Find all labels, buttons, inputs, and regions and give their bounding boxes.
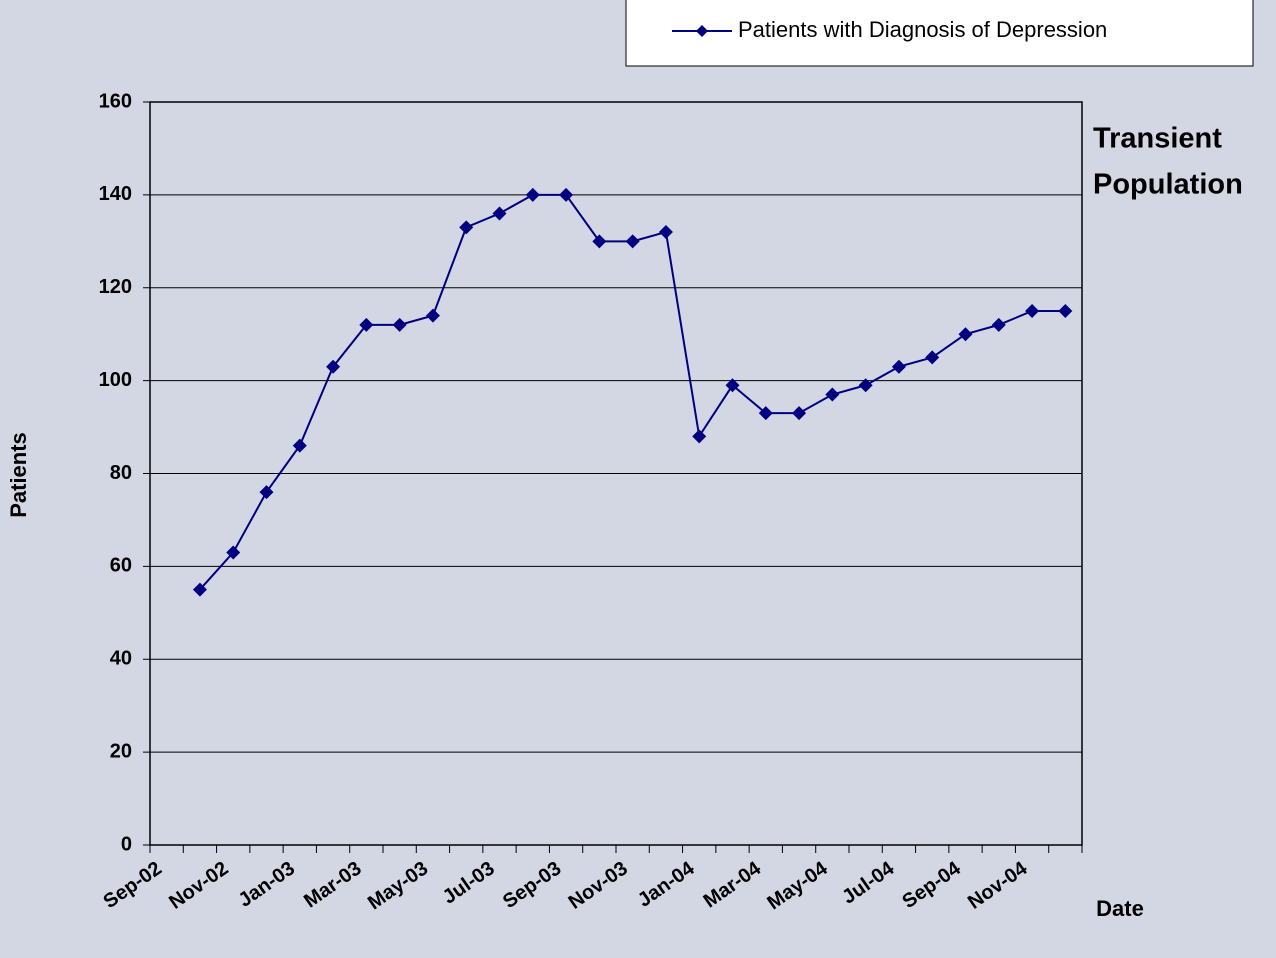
marker (825, 387, 840, 402)
y-tick-label: 80 (110, 462, 132, 484)
marker (725, 378, 740, 393)
marker (192, 582, 207, 597)
marker (792, 406, 807, 421)
annotation: Transient (1093, 123, 1222, 155)
marker (592, 234, 607, 249)
marker (459, 220, 474, 235)
legend-label: Patients with Diagnosis of Depression (738, 17, 1107, 42)
marker (425, 308, 440, 323)
marker (226, 545, 241, 560)
marker (958, 327, 973, 342)
marker (991, 317, 1006, 332)
marker (758, 406, 773, 421)
y-tick-label: 120 (99, 276, 132, 298)
y-tick-label: 160 (99, 90, 132, 112)
marker (858, 378, 873, 393)
marker (692, 429, 707, 444)
marker (392, 317, 407, 332)
marker (925, 350, 940, 365)
legend-marker (696, 25, 708, 37)
marker (259, 485, 274, 500)
y-tick-label: 100 (99, 369, 132, 391)
marker (326, 359, 341, 374)
y-tick-label: 40 (110, 648, 132, 670)
marker (1025, 303, 1040, 318)
marker (1058, 303, 1073, 318)
marker (525, 187, 540, 202)
marker (359, 317, 374, 332)
marker (891, 359, 906, 374)
y-tick-label: 60 (110, 555, 132, 577)
marker (492, 206, 507, 221)
x-axis-label: Date (1096, 896, 1144, 921)
legend-box (625, 0, 1254, 67)
marker (292, 438, 307, 453)
annotation: Population (1093, 169, 1243, 201)
marker (559, 187, 574, 202)
y-axis-label: Patients (6, 432, 31, 518)
marker (625, 234, 640, 249)
y-tick-label: 140 (99, 183, 132, 205)
y-tick-label: 0 (121, 833, 132, 855)
marker (658, 225, 673, 240)
y-tick-label: 20 (110, 740, 132, 762)
